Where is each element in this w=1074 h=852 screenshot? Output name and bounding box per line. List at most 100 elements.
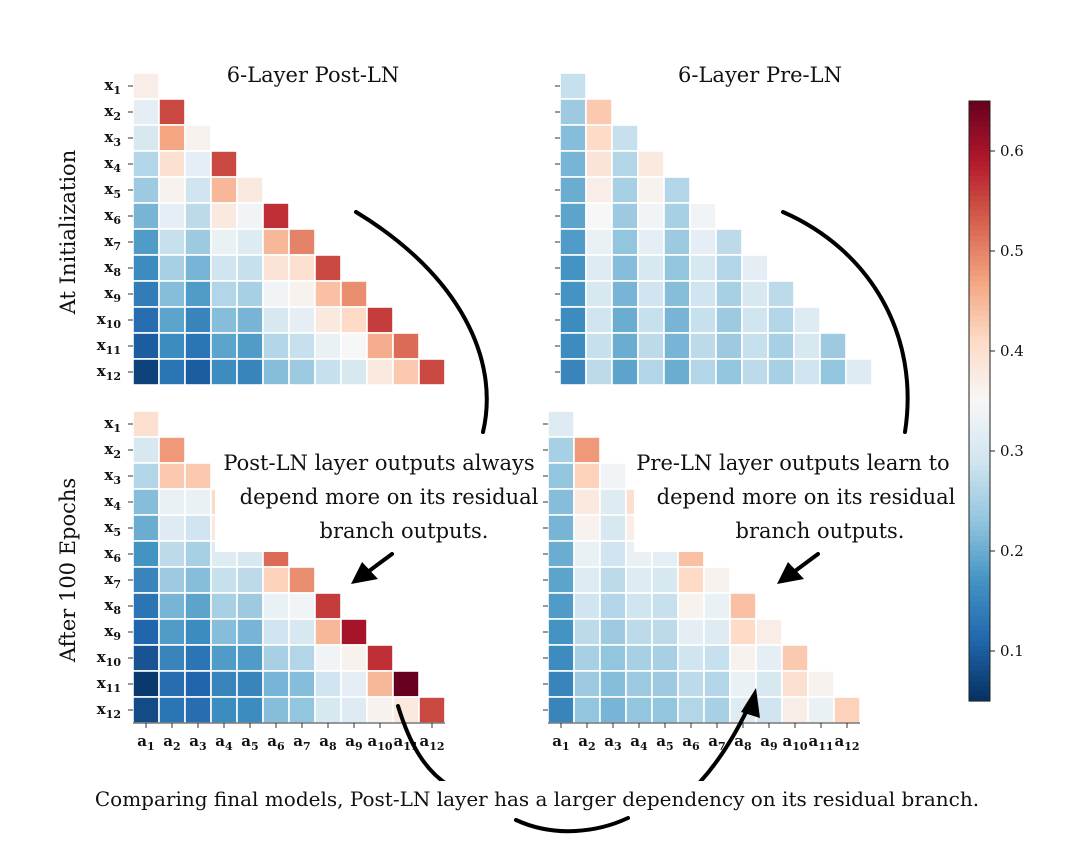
heatmap-cell [637,358,665,386]
colorbar-segment [969,576,990,582]
heatmap-cell [611,332,639,360]
colorbar-segment [969,291,990,297]
heatmap-cell [236,644,264,672]
heatmap-cell [625,618,653,646]
heatmap-cell [637,332,665,360]
heatmap-cell [611,176,639,204]
x-tick-label: a7 [293,732,310,753]
heatmap-cell [663,280,691,308]
heatmap-cell [262,228,290,256]
heatmap-cell [210,332,238,360]
colorbar-segment [969,296,990,302]
heatmap-cell [132,592,160,620]
colorbar-segment [969,326,990,332]
heatmap-cell [793,306,821,334]
heatmap-cell [132,566,160,594]
heatmap-cell [559,98,587,126]
colorbar-segment [969,281,990,287]
annotation-bottom: Comparing final models, Post-LN layer ha… [95,787,979,811]
heatmap-cell [793,358,821,386]
heatmap-cell [314,696,342,724]
colorbar-segment [969,161,990,167]
colorbar-tick-label: 0.6 [1000,142,1024,160]
heatmap-cell [132,202,160,230]
heatmap-cell [158,332,186,360]
x-tick-label: a12 [834,732,859,753]
annotation-post-ln-line1: Post-LN layer outputs always [223,451,534,475]
heatmap-cell [366,332,394,360]
colorbar-segment [969,561,990,567]
heatmap-cell [210,176,238,204]
heatmap-cell [340,358,368,386]
heatmap-cell [599,592,627,620]
colorbar-segment [969,491,990,497]
x-tick-label: a6 [267,732,285,753]
y-tick-label: x8 [104,596,121,617]
heatmap-cell [637,202,665,230]
heatmap-cell [547,540,575,568]
heatmap-cell [236,592,264,620]
heatmap-cell [262,332,290,360]
heatmap-cell [573,644,601,672]
heatmap-cell [288,696,316,724]
heatmap-cell [314,280,342,308]
heatmap-cell [793,332,821,360]
x-tick-label: a10 [367,732,392,753]
heatmap-cell [236,176,264,204]
colorbar: 0.1 0.2 0.3 0.4 0.5 0.6 [968,100,1024,702]
heatmap-cell [392,332,420,360]
colorbar-segment [969,406,990,412]
heatmap-cell [392,670,420,698]
heatmap-cell [663,176,691,204]
heatmap-cell [210,150,238,178]
heatmap-cell [715,254,743,282]
heatmap-cell [158,202,186,230]
heatmap-cell [599,670,627,698]
colorbar-segment [969,191,990,197]
heatmap-cell [703,644,731,672]
heatmap-cell [340,618,368,646]
x-tick-label: a4 [630,732,648,753]
annotation-post-ln-line2: depend more on its residual [240,485,539,509]
heatmap-cell [340,644,368,672]
heatmap-cell [547,644,575,672]
colorbar-segment [969,431,990,437]
heatmap-cell [184,202,212,230]
heatmap-cell [262,618,290,646]
heatmap-cell [236,202,264,230]
heatmap-cell [184,488,212,516]
colorbar-segment [969,111,990,117]
heatmap-cell [689,254,717,282]
y-tick-label: x5 [104,518,121,539]
heatmap-cell [611,124,639,152]
heatmap-cell [573,540,601,568]
bottom-curve-right [698,706,750,784]
heatmap-cell [663,254,691,282]
heatmap-cell [314,254,342,282]
arrowhead-post-ln [351,562,378,584]
heatmap-cell [729,618,757,646]
arrowhead-pre-ln [777,562,804,584]
y-tick-label: x12 [97,362,121,383]
heatmap-cell [314,592,342,620]
y-tick-label: x1 [104,414,121,435]
heatmap-cell [132,358,160,386]
heatmap-cell [689,280,717,308]
colorbar-segment [969,681,990,687]
x-tick-label: a1 [552,732,569,753]
colorbar-tick-label: 0.5 [1000,242,1024,260]
heatmap-cell [314,618,342,646]
heatmap-cell [158,124,186,152]
colorbar-segment [969,271,990,277]
heatmap-cell [262,254,290,282]
colorbar-segment [969,446,990,452]
heatmap-cell [366,306,394,334]
heatmap-cell [184,540,212,568]
colorbar-segment [969,251,990,257]
colorbar-segment [969,436,990,442]
heatmap-cell [559,228,587,256]
y-tick-label: x3 [104,466,121,487]
title-pre-ln: 6-Layer Pre-LN [678,63,842,87]
heatmap-cell [132,540,160,568]
colorbar-segment [969,671,990,677]
